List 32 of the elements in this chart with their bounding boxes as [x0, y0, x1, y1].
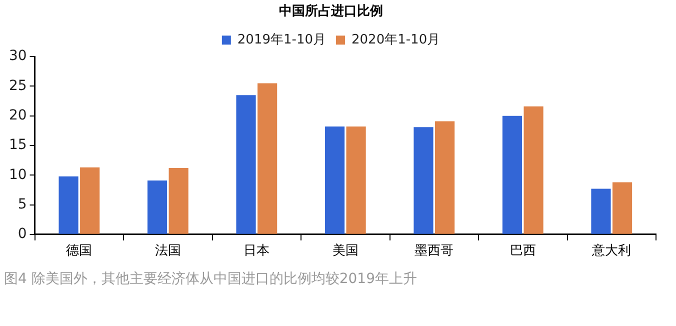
- x-tick-label: 墨西哥: [414, 244, 454, 259]
- caption: 图4 除美国外，其他主要经济体从中国进口的比例均较2019年上升: [3, 270, 418, 288]
- bar: [324, 126, 345, 234]
- y-tick-label: 25: [8, 78, 27, 94]
- bar: [612, 182, 632, 234]
- bar: [258, 83, 278, 234]
- bar: [168, 168, 188, 234]
- legend-label: 2019年1-10月: [237, 32, 326, 48]
- x-tick-label: 巴西: [510, 244, 536, 259]
- bar: [346, 126, 366, 234]
- y-tick-label: 5: [18, 196, 27, 212]
- chart-title: 中国所占进口比例: [279, 3, 383, 20]
- bar: [147, 180, 168, 234]
- bar: [591, 188, 611, 234]
- bar: [502, 116, 522, 234]
- x-tick-label: 意大利: [591, 244, 632, 259]
- x-tick-label: 日本: [244, 244, 270, 259]
- x-tick-label: 德国: [66, 244, 92, 259]
- y-tick-label: 0: [18, 226, 27, 242]
- y-tick-label: 20: [8, 108, 27, 124]
- bar: [58, 176, 78, 234]
- bar: [414, 127, 434, 234]
- legend-label: 2020年1-10月: [352, 32, 440, 48]
- bar: [435, 121, 455, 234]
- y-tick-label: 30: [8, 48, 27, 64]
- x-tick-label: 美国: [332, 242, 358, 259]
- y-tick-label: 10: [8, 166, 27, 183]
- y-tick-label: 15: [8, 137, 27, 154]
- bar: [80, 167, 100, 234]
- x-tick-label: 法国: [154, 244, 181, 259]
- bar: [236, 95, 256, 234]
- bar: [524, 106, 544, 234]
